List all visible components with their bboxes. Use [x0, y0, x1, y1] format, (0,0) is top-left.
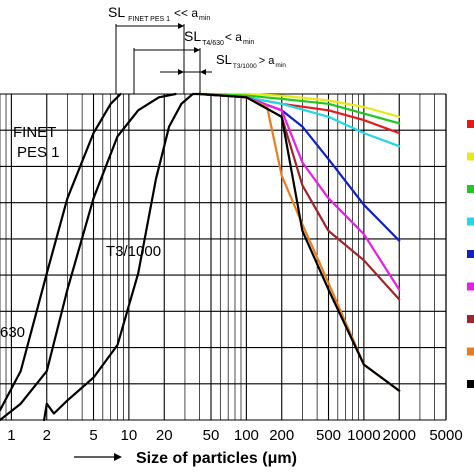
- sl-finet-text: SL: [108, 4, 125, 20]
- x-tick-label: 500: [316, 427, 341, 444]
- sl-t3-sub: T3/1000: [233, 63, 257, 70]
- svg-text:SLT3/1000> amin: SLT3/1000 > amin: [216, 52, 286, 70]
- legend-marker: [467, 250, 474, 258]
- x-axis-title: Size of particles (μm): [74, 450, 297, 467]
- x-tick-label: 2: [43, 427, 51, 444]
- legend-marker: [467, 120, 474, 128]
- legend-marker: [467, 217, 474, 226]
- label-t4: 630: [0, 324, 25, 341]
- arrowhead-t3a: [178, 69, 184, 75]
- legend-marker: [467, 315, 474, 323]
- sl-t3-text: SL: [216, 52, 232, 67]
- series-group: [0, 92, 401, 422]
- series-line-black: [198, 92, 401, 392]
- legend-marker: [467, 380, 474, 388]
- arrowhead-t4: [194, 47, 200, 53]
- x-tick-label: 100: [234, 427, 259, 444]
- sl-t4-relsub: min: [243, 39, 254, 46]
- sl-finet-rel: << a: [174, 6, 198, 20]
- series-line-t3: [42, 92, 201, 422]
- series-line-t4: [0, 92, 177, 422]
- sl-t4-rel: < a: [225, 30, 242, 44]
- annotation-leaders: [115, 24, 212, 94]
- sl-t4-annotation: SLT4/630< amin: [184, 28, 254, 47]
- x-tick-label: 10: [121, 427, 138, 444]
- x-tick-label: 1000: [347, 427, 380, 444]
- sl-finet-annotation: SL FINET PES 1 << amin: [108, 4, 210, 23]
- x-tick-label: 5000: [429, 427, 462, 444]
- sl-t3-rel: > a: [259, 55, 275, 67]
- legend-marker: [467, 282, 474, 291]
- legend-marker: [467, 347, 474, 356]
- x-axis-arrowhead: [114, 453, 122, 461]
- x-tick-label: 1: [7, 427, 15, 444]
- legend-marker: [467, 152, 474, 161]
- annotation-arrowheads: [178, 23, 206, 75]
- x-tick-label: 2000: [383, 427, 416, 444]
- arrowhead-t3b: [200, 69, 206, 75]
- sl-t3-relsub: min: [275, 62, 286, 69]
- x-tick-label: 50: [203, 427, 220, 444]
- series-line-yellow: [198, 92, 401, 118]
- sl-t3-annotation: SLT3/1000 > amin: [216, 52, 286, 70]
- series-line-green: [198, 92, 401, 125]
- svg-text:SLT4/630< amin: SLT4/630< amin: [184, 28, 254, 47]
- x-axis-label: Size of particles (μm): [136, 450, 297, 467]
- x-tick-label: 20: [156, 427, 173, 444]
- label-t3: T3/1000: [106, 243, 161, 260]
- sl-finet-relsub: min: [199, 15, 210, 22]
- x-tick-labels: 1 2 5 10 20 50 100 200 500 1000 2000 5000: [7, 427, 462, 444]
- label-finet-line1: FINET: [13, 124, 56, 141]
- x-tick-label: 200: [269, 427, 294, 444]
- sl-t4-text: SL: [184, 28, 201, 44]
- sl-t4-sub: T4/630: [202, 40, 224, 47]
- sl-finet-sub: FINET PES 1: [128, 16, 170, 23]
- legend-marker: [467, 185, 474, 193]
- legend: [467, 120, 474, 388]
- label-finet-line2: PES 1: [17, 144, 60, 161]
- series-line-finet: [0, 92, 122, 412]
- arrowhead-finet: [178, 23, 184, 29]
- x-tick-label: 5: [89, 427, 97, 444]
